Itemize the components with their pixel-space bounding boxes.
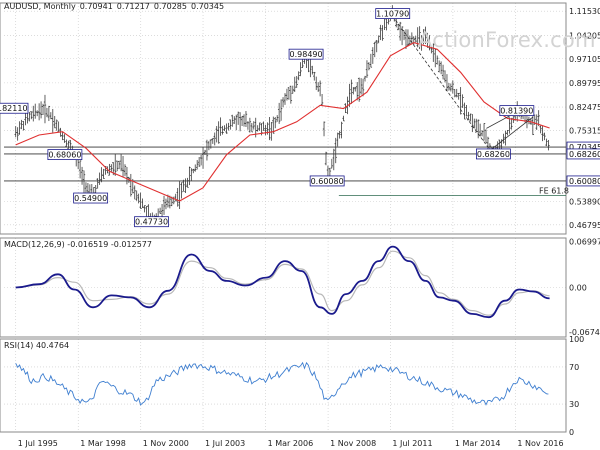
- watermark: ActionForex.com: [418, 28, 596, 52]
- price-annotation-label: 0.82110: [0, 104, 28, 113]
- macd-signal-line: [15, 250, 550, 316]
- channel-lower-line: [486, 116, 534, 154]
- macd-line: [15, 245, 550, 319]
- price-axis-tick-label: 0.82475: [569, 103, 600, 112]
- x-axis-tick-label: 1 Mar 2006: [268, 439, 314, 448]
- price-annotations: 0.82110 0.68060 0.54900 0.47730 0.98490 0.600…: [0, 8, 535, 228]
- price-level-tag-label: 0.70345: [569, 143, 600, 152]
- price-level-tag: [566, 175, 600, 187]
- price-annotation-box: [288, 48, 324, 60]
- low-value: 0.70285: [153, 2, 187, 11]
- macd-axis-tick-label: 0.00: [569, 284, 587, 293]
- x-axis-tick-label: 1 Jul 2003: [205, 439, 245, 448]
- fe-label: FE 61.8: [539, 187, 569, 196]
- price-annotation-box: [47, 149, 83, 161]
- price-annotation-label: 0.60080: [311, 177, 344, 186]
- price-annotation-box: [73, 192, 109, 204]
- rsi-axis-tick-label: 70: [569, 363, 579, 372]
- price-annotation-box: [134, 216, 169, 228]
- price-axis-tick-label: 0.97105: [569, 55, 600, 64]
- panels-layer: [0, 2, 567, 433]
- price-level-tag-label: 0.68260: [569, 150, 600, 159]
- rsi-axis-tick-label: 30: [569, 400, 579, 409]
- x-axis-tick-label: 1 Mar 2014: [455, 439, 501, 448]
- price-level-tag: [566, 148, 600, 160]
- trendline-dashed: [392, 15, 492, 152]
- symbol-label: AUDUSD, Monthly: [4, 2, 76, 11]
- price-axis-tick-label: 0.53890: [569, 197, 600, 206]
- price-annotation-label: 0.81390: [500, 107, 533, 116]
- close-value: 0.70345: [190, 2, 225, 11]
- price-axis-tick-label: 0.89795: [569, 79, 600, 88]
- chart-header: AUDUSD, Monthly 0.70941 0.71217 0.70285 0.70…: [4, 2, 228, 11]
- rsi-axis-tick-label: 100: [569, 335, 584, 344]
- price-annotation-label: 0.47730: [135, 218, 168, 227]
- price-annotation-box: [499, 105, 535, 117]
- price-axis-tick-label: 1.11530: [569, 7, 600, 16]
- price-annotation-box: [309, 175, 345, 187]
- high-value: 0.71217: [116, 2, 150, 11]
- rsi-axis-tick-label: 0: [569, 428, 574, 437]
- price-annotation-box: [476, 148, 511, 160]
- rsi-label: RSI(14) 40.4764: [4, 341, 70, 350]
- x-axis-tick-label: 1 Nov 2016: [517, 439, 563, 448]
- macd-label: MACD(12,26,9) -0.016519 -0.012577: [4, 240, 152, 249]
- macd-panel-frame: [0, 237, 567, 338]
- axis-layer: 1.11530 1.04205 0.97105 0.89795 0.82475 0.753…: [18, 7, 600, 448]
- price-annotation-label: 0.68060: [48, 151, 81, 160]
- rsi-panel-frame: [0, 338, 567, 433]
- x-axis-tick-label: 1 Jul 2011: [392, 439, 432, 448]
- open-value: 0.70941: [79, 2, 113, 11]
- rsi-layer: [15, 361, 549, 406]
- price-panel-frame: [0, 2, 567, 235]
- x-axis-tick-label: 1 Nov 2008: [330, 439, 376, 448]
- macd-axis-tick-label: 0.069977: [569, 237, 600, 246]
- x-axis-tick-label: 1 Jul 1995: [18, 439, 58, 448]
- grid-layer: [4, 3, 566, 432]
- price-annotation-label: 0.68260: [477, 150, 510, 159]
- rsi-line: [15, 361, 549, 406]
- price-annotation-box: [375, 8, 411, 19]
- price-annotation-label: 1.10790: [376, 10, 409, 19]
- moving-average-line: [15, 42, 550, 202]
- price-axis-tick-label: 0.75315: [569, 127, 600, 136]
- price-axis-tick-label: 1.04205: [569, 31, 600, 40]
- price-level-tag-label: 0.60080: [569, 177, 600, 186]
- x-axis-tick-label: 1 Mar 1998: [80, 439, 126, 448]
- macd-axis-tick-label: -0.067448: [569, 328, 600, 337]
- macd-layer: [15, 245, 550, 319]
- price-annotation-label: 0.98490: [290, 50, 323, 59]
- price-bars: [14, 5, 550, 227]
- x-axis-tick-label: 1 Nov 2000: [143, 439, 189, 448]
- price-annotation-box: [0, 102, 29, 114]
- price-axis-tick-label: 0.46795: [569, 221, 600, 230]
- price-layer: 0.82110 0.68060 0.54900 0.47730 0.98490 0.600…: [0, 5, 566, 228]
- price-annotation-label: 0.54900: [74, 194, 107, 203]
